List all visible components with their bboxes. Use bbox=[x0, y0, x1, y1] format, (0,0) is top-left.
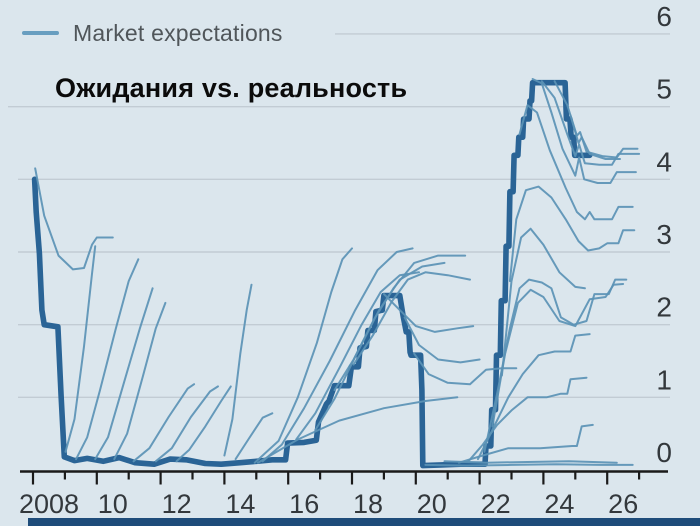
bottom-bar bbox=[28, 518, 700, 526]
expectation-2024c-line bbox=[569, 114, 621, 160]
expectation-2022c-line bbox=[500, 227, 586, 377]
x-tick-label-2010: 10 bbox=[98, 489, 128, 519]
chart-title: Ожидания vs. реальность bbox=[55, 73, 408, 103]
expectation-2018b-line bbox=[382, 293, 475, 333]
x-tick-label-2026: 26 bbox=[608, 489, 638, 519]
expectation-2022a-line bbox=[483, 278, 628, 453]
legend-line-swatch-icon bbox=[22, 30, 59, 36]
y-tick-label-2: 2 bbox=[656, 292, 672, 323]
expectation-2023a-line bbox=[508, 185, 636, 283]
expectation-2016a-line bbox=[295, 271, 420, 441]
expectation-2009b-line bbox=[75, 258, 140, 461]
expectation-2021c-line bbox=[477, 333, 591, 461]
expectation-2021a-line bbox=[457, 423, 594, 464]
y-tick-label-0: 0 bbox=[656, 437, 672, 468]
expectation-2022b-line bbox=[491, 283, 625, 428]
expectation-2020b-line bbox=[443, 460, 618, 464]
y-tick-label-1: 1 bbox=[656, 364, 672, 395]
expectation-2015a-line bbox=[253, 247, 353, 464]
x-tick-label-2024: 24 bbox=[544, 489, 574, 519]
expectation-2023c-line bbox=[531, 78, 637, 184]
expectation-2018a-line bbox=[352, 271, 471, 366]
expectation-2010b-line bbox=[113, 301, 167, 461]
expectation-2011b-line bbox=[154, 385, 219, 463]
x-tick-label-2020: 20 bbox=[417, 489, 447, 519]
legend-label: Market expectations bbox=[73, 19, 283, 46]
expectation-2014b-line bbox=[234, 412, 274, 461]
expectation-2020a-line bbox=[424, 463, 634, 467]
expectation-2009a-line bbox=[64, 245, 97, 453]
y-tick-label-6: 6 bbox=[656, 1, 672, 32]
x-tick-label-2014: 14 bbox=[225, 489, 255, 519]
expectation-2015b-line bbox=[261, 247, 414, 463]
expectation-2016b-line bbox=[314, 261, 446, 431]
expectation-2008-line bbox=[34, 167, 114, 271]
expectation-2014a-line bbox=[223, 283, 253, 457]
legend: Market expectations bbox=[22, 20, 283, 46]
expectation-2023b-line bbox=[518, 104, 634, 221]
x-tick-label-2016: 16 bbox=[289, 489, 319, 519]
expectation-2011a-line bbox=[132, 383, 196, 463]
expectation-2010a-line bbox=[94, 287, 154, 461]
expectation-2015c-line bbox=[256, 396, 459, 464]
x-tick-label-2008: 2008 bbox=[19, 489, 79, 519]
x-tick-label-2012: 12 bbox=[162, 489, 192, 519]
expectation-2017-line bbox=[333, 254, 467, 392]
x-tick-label-2018: 18 bbox=[353, 489, 383, 519]
y-tick-label-4: 4 bbox=[656, 146, 672, 177]
expectation-2019a-line bbox=[403, 316, 481, 364]
expectation-2012-line bbox=[175, 385, 232, 463]
y-tick-label-5: 5 bbox=[656, 74, 672, 105]
y-tick-label-3: 3 bbox=[656, 219, 672, 250]
x-tick-label-2022: 22 bbox=[481, 489, 511, 519]
actual-rate-line bbox=[31, 79, 593, 469]
